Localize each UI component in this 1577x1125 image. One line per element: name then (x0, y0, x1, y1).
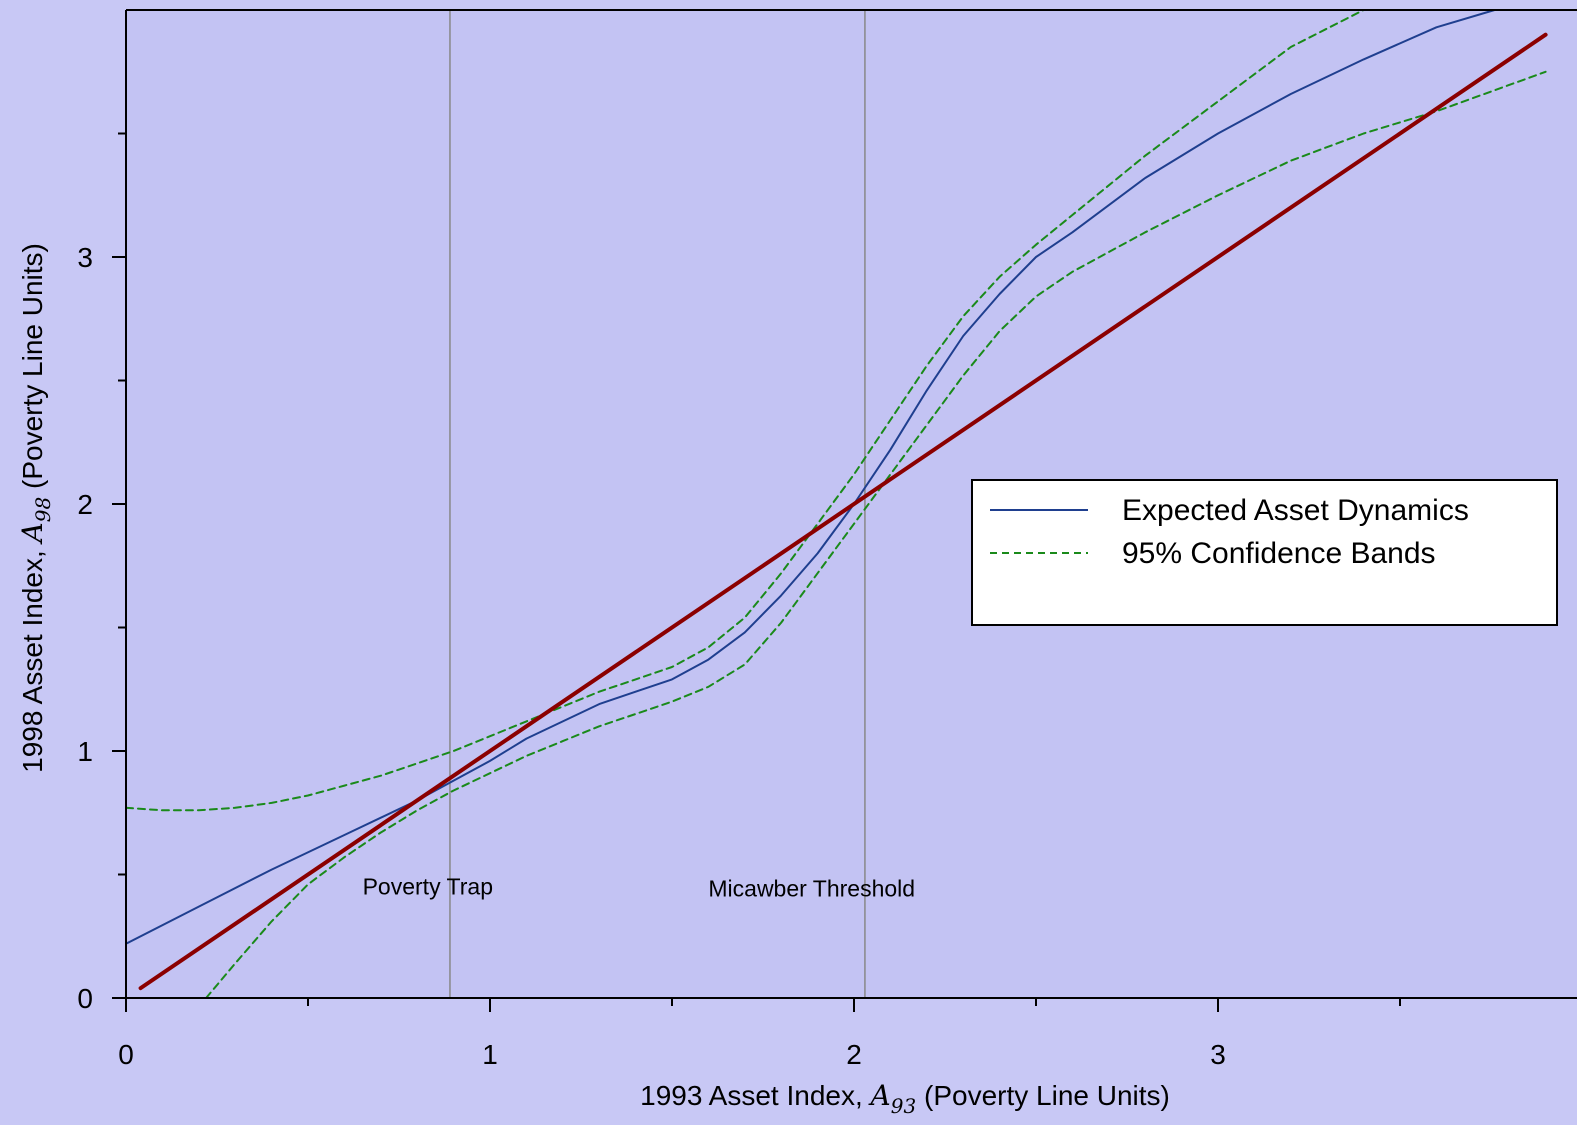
y-tick-label-3: 3 (77, 242, 93, 273)
legend: Expected Asset Dynamics 95% Confidence B… (972, 480, 1557, 625)
x-axis-symbol: A (868, 1079, 891, 1112)
x-tick-label-3: 3 (1210, 1039, 1226, 1070)
x-axis-title: 1993 Asset Index, A93 (Poverty Line Unit… (640, 1079, 1170, 1118)
y-tick-label-2: 2 (77, 489, 93, 520)
y-axis-title: 1998 Asset Index, A98 (Poverty Line Unit… (16, 243, 55, 773)
x-axis-ticks: 0 1 2 3 (118, 998, 1400, 1070)
legend-label-bands: 95% Confidence Bands (1122, 537, 1436, 570)
y-axis-symbol: A (16, 522, 49, 545)
y-axis-subscript: 98 (31, 497, 55, 522)
x-tick-label-2: 2 (846, 1039, 862, 1070)
x-tick-label-0: 0 (118, 1039, 134, 1070)
y-tick-label-1: 1 (77, 736, 93, 767)
legend-label-expected: Expected Asset Dynamics (1122, 494, 1469, 527)
annotation-1: Micawber Threshold (708, 876, 915, 902)
annotation-0: Poverty Trap (363, 873, 493, 899)
x-axis-subscript: 93 (891, 1094, 916, 1118)
y-axis-ticks: 0 1 2 3 (77, 134, 126, 1015)
y-tick-label-0: 0 (77, 983, 93, 1014)
x-tick-label-1: 1 (482, 1039, 498, 1070)
